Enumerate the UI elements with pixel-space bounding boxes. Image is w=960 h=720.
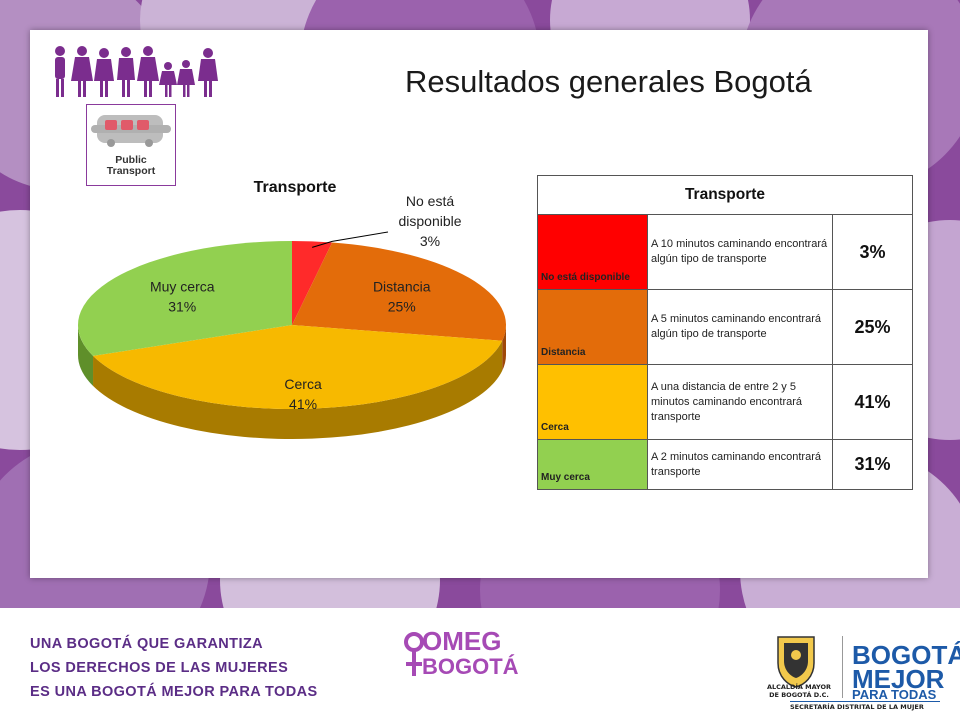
pie-label-name: Cerca [284, 376, 322, 392]
pie-label-value: 31% [168, 299, 196, 315]
bogota-logo-line3: PARA TODAS [852, 687, 937, 702]
row-category-muy-cerca: Muy cerca [537, 439, 648, 490]
row-category-cerca: Cerca [537, 364, 648, 440]
transport-label-line2: Transport [106, 165, 156, 177]
pie-side-muy-cerca [78, 325, 94, 386]
row-percent: 25% [832, 289, 913, 365]
footer-slogan: UNA BOGOTÁ QUE GARANTIZA LOS DERECHOS DE… [30, 632, 318, 704]
row-category-no-disponible: No está disponible [537, 214, 648, 290]
footer-divider [842, 636, 843, 698]
pie-slice-muy-cerca [78, 241, 293, 356]
slogan-line: ES UNA BOGOTÁ MEJOR PARA TODAS [30, 684, 318, 700]
table-row: No está disponible A 10 minutos caminand… [537, 214, 913, 290]
row-percent: 3% [832, 214, 913, 290]
pie-side-distancia [502, 325, 506, 371]
pie-label-name: Muy cerca [150, 279, 215, 295]
omeg-logo: OMEG BOGOTÁ [404, 626, 519, 688]
pie-label-name: No está [406, 193, 454, 209]
bus-icon [91, 115, 171, 147]
pie-label-name: Distancia [373, 279, 431, 295]
pie-label-name: disponible [398, 213, 461, 229]
slogan-line: LOS DERECHOS DE LAS MUJERES [30, 660, 289, 676]
leader-line [311, 231, 389, 248]
pie-slice-distancia [292, 242, 506, 341]
secretaria-text: SECRETARÍA DISTRITAL DE LA MUJER [790, 703, 924, 711]
table-header: Transporte [537, 175, 913, 215]
chart-title: Transporte [254, 179, 337, 196]
row-percent: 41% [832, 364, 913, 440]
omeg-text: OMEG [422, 626, 502, 656]
pie-slice-cerca [93, 325, 503, 409]
slogan-line: UNA BOGOTÁ QUE GARANTIZA [30, 636, 263, 652]
omeg-bogota-text: BOGOTÁ [422, 654, 519, 679]
pie-label-value: 41% [289, 396, 317, 412]
transport-pie-chart: Transporte No está disponible 3% Distancia 2… [78, 179, 506, 440]
row-description: A 10 minutos caminando encontrará algún … [647, 214, 833, 290]
pie-label-value: 25% [388, 299, 416, 315]
transport-label-line1: Public [115, 154, 147, 166]
table-row: Muy cerca A 2 minutos caminando encontra… [537, 439, 913, 490]
bogota-logo-line1: BOGOTÁ [852, 640, 960, 670]
bogota-logo-line2: MEJOR [852, 664, 945, 694]
page-title: Resultados generales Bogotá [405, 64, 812, 99]
pie-label-value: 3% [420, 233, 440, 249]
alcaldia-line1: ALCALDÍA MAYOR [766, 683, 832, 691]
row-description: A 5 minutos caminando encontrará algún t… [647, 289, 833, 365]
pie-slice-no-disponible [292, 241, 333, 325]
transport-table: Transporte No está disponible A 10 minut… [537, 175, 913, 490]
row-category-distancia: Distancia [537, 289, 648, 365]
bogota-shield-icon [777, 636, 815, 688]
row-description: A una distancia de entre 2 y 5 minutos c… [647, 364, 833, 440]
secretaria-rule [790, 701, 940, 702]
alcaldia-text: ALCALDÍA MAYOR DE BOGOTÁ D.C. [754, 683, 844, 699]
row-description: A 2 minutos caminando encontrará transpo… [647, 439, 833, 490]
table-row: Distancia A 5 minutos caminando encontra… [537, 289, 913, 365]
people-icon [55, 46, 218, 97]
row-percent: 31% [832, 439, 913, 490]
alcaldia-line2: DE BOGOTÁ D.C. [769, 691, 829, 699]
public-transport-icon: Public Transport [86, 104, 176, 186]
female-symbol-icon [404, 632, 424, 676]
pie-side-cerca [93, 340, 503, 440]
table-row: Cerca A una distancia de entre 2 y 5 min… [537, 364, 913, 440]
